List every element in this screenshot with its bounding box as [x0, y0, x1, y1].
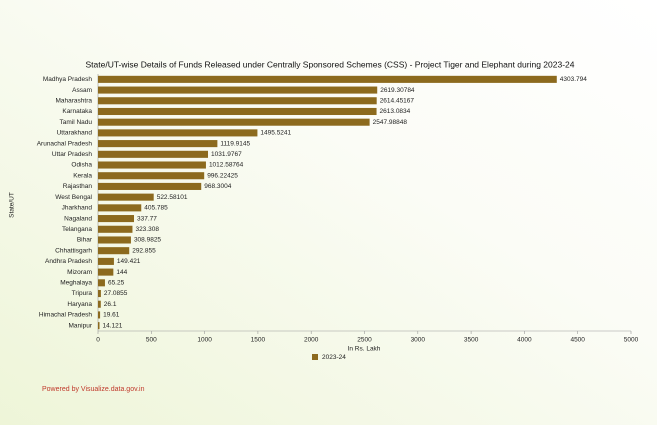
value-label: 2619.30784 [380, 87, 415, 94]
value-label: 292.855 [132, 247, 156, 254]
y-tick-label: Jharkhand [62, 205, 93, 212]
x-tick-label: 4500 [570, 337, 585, 344]
value-label: 1012.58764 [209, 162, 244, 169]
bar [98, 215, 135, 223]
y-tick-label: Chhattisgarh [55, 247, 92, 254]
value-label: 2547.98848 [373, 119, 408, 126]
y-axis-label: State/UT [9, 192, 16, 218]
value-label: 1495.5241 [260, 130, 291, 137]
y-tick-label: Meghalaya [60, 280, 92, 287]
x-tick-label: 3500 [464, 337, 479, 344]
value-label: 1119.9145 [220, 140, 250, 147]
x-axis-label: In Rs. Lakh [348, 346, 381, 353]
value-label: 19.61 [103, 312, 120, 319]
value-label: 2614.45167 [380, 97, 415, 104]
value-label: 1031.9767 [211, 151, 242, 158]
value-label: 2613.0834 [380, 108, 411, 115]
y-tick-label: Uttarakhand [57, 130, 93, 137]
x-tick-label: 2500 [357, 337, 372, 344]
bar [98, 150, 209, 158]
bar [98, 193, 154, 201]
value-label: 149.421 [117, 258, 141, 265]
value-label: 996.22425 [207, 172, 238, 179]
bar [98, 172, 205, 180]
y-tick-label: Mizoram [67, 269, 92, 276]
value-label: 144 [116, 269, 127, 276]
bar [98, 300, 101, 308]
y-tick-label: Rajasthan [63, 183, 93, 190]
value-label: 405.785 [144, 205, 168, 212]
y-tick-label: Odisha [71, 162, 92, 169]
value-label: 14.121 [103, 322, 123, 329]
value-label: 522.58101 [157, 194, 188, 201]
y-tick-label: Andhra Pradesh [45, 258, 92, 265]
y-tick-label: Uttar Pradesh [52, 151, 92, 158]
legend-swatch [312, 354, 318, 360]
y-tick-label: Himachal Pradesh [39, 312, 92, 319]
x-tick-label: 3000 [411, 337, 426, 344]
bar [98, 129, 258, 137]
bar [98, 236, 131, 244]
bar [98, 118, 370, 126]
value-label: 968.3004 [204, 183, 231, 190]
bar [98, 182, 202, 190]
x-tick-label: 500 [146, 337, 157, 344]
y-tick-label: West Bengal [55, 194, 92, 201]
footer: Powered by Visualize.data.gov.in [42, 386, 145, 393]
y-tick-label: Nagaland [64, 215, 92, 222]
value-label: 337.77 [137, 215, 157, 222]
bar [98, 225, 133, 233]
value-label: 65.25 [108, 280, 125, 287]
y-tick-label: Bihar [77, 237, 93, 244]
bar [98, 107, 377, 116]
bar [98, 279, 105, 287]
bar [98, 161, 206, 169]
y-tick-label: Manipur [69, 322, 93, 329]
y-tick-label: Tamil Nadu [59, 119, 92, 126]
x-tick-label: 1000 [197, 337, 212, 344]
bar [98, 75, 557, 83]
bar [98, 289, 101, 298]
y-tick-label: Telangana [62, 226, 92, 233]
value-label: 308.9825 [134, 237, 161, 244]
y-tick-label: Arunachal Pradesh [37, 140, 93, 147]
bar [98, 140, 218, 148]
value-label: 323.308 [135, 226, 159, 233]
x-tick-label: 1500 [251, 337, 266, 344]
x-tick-label: 0 [96, 337, 100, 344]
bar [98, 322, 100, 330]
y-tick-label: Madhya Pradesh [43, 76, 93, 83]
chart-title: State/UT-wise Details of Funds Released … [85, 59, 574, 69]
x-tick-label: 5000 [624, 337, 639, 344]
bar [98, 311, 101, 319]
x-tick-label: 2000 [304, 337, 319, 344]
legend-label: 2023-24 [322, 354, 346, 361]
y-tick-label: Karnataka [62, 108, 92, 115]
bar [98, 86, 378, 94]
y-tick-label: Maharashtra [56, 97, 93, 104]
x-tick-label: 4000 [517, 337, 532, 344]
y-tick-label: Assam [72, 87, 92, 94]
bar [98, 97, 377, 105]
y-tick-label: Tripura [72, 290, 93, 297]
bar [98, 257, 114, 265]
bar [98, 247, 130, 255]
y-tick-label: Haryana [67, 301, 92, 308]
value-label: 26.1 [104, 301, 117, 308]
bar [98, 204, 142, 212]
value-label: 4303.794 [560, 76, 587, 83]
value-label: 27.0855 [104, 290, 128, 297]
y-tick-label: Kerala [73, 172, 92, 179]
bar [98, 268, 114, 276]
